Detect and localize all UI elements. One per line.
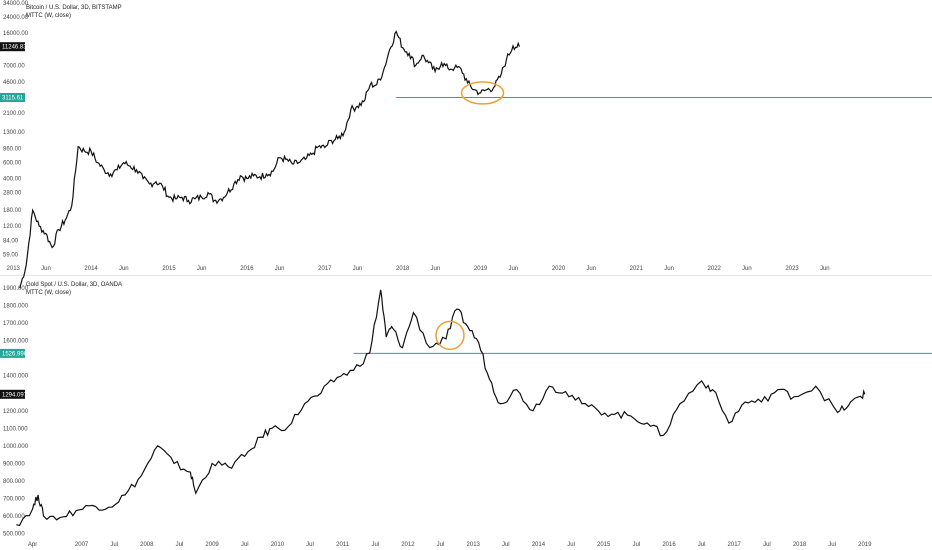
- x-tick-label: 2008: [140, 542, 154, 548]
- x-tick-label: Jul: [763, 542, 771, 548]
- btc-highlight-circle: [460, 81, 505, 105]
- y-tick-label: 4600.00: [3, 80, 25, 86]
- x-tick-label: 2020: [552, 266, 566, 272]
- gold-level-badge: [0, 348, 25, 358]
- y-tick-label: 800.000: [3, 479, 25, 485]
- y-tick-label: 860.00: [3, 146, 22, 152]
- x-tick-label: Jun: [197, 266, 207, 272]
- x-tick-label: Jul: [502, 542, 510, 548]
- gold-y-axis: 1900.000 1800.000 1700.000 1600.000 1400.000…: [3, 286, 29, 538]
- btc-level-label: 3115.61: [2, 96, 24, 102]
- y-tick-label: 280.00: [3, 191, 22, 197]
- y-tick-label: 84.00: [3, 238, 19, 244]
- y-tick-label: 180.00: [3, 208, 22, 214]
- x-tick-label: Jul: [241, 542, 249, 548]
- y-tick-label: 900.000: [3, 461, 25, 467]
- gold-pane: Gold Spot / U.S. Dollar, 3D, OANDA MTTC …: [0, 282, 932, 548]
- x-tick-label: 2022: [708, 266, 722, 272]
- gold-chart-subtitle: MTTC (W, close): [26, 290, 71, 296]
- x-tick-label: Jun: [41, 266, 51, 272]
- x-tick-label: 2009: [205, 542, 219, 548]
- y-tick-label: 7000.00: [3, 64, 25, 70]
- x-tick-label: Jul: [632, 542, 640, 548]
- y-tick-label: 1800.000: [3, 304, 29, 310]
- x-tick-label: 2019: [858, 542, 872, 548]
- x-tick-label: Jul: [306, 542, 314, 548]
- y-tick-label: 24000.00: [3, 15, 29, 21]
- btc-level-badge: [0, 93, 25, 102]
- y-tick-label: 2100.00: [3, 111, 25, 117]
- x-tick-label: Jul: [110, 542, 118, 548]
- x-tick-label: 2010: [271, 542, 285, 548]
- x-tick-label: 2013: [7, 266, 21, 272]
- y-tick-label: 120.00: [3, 224, 22, 230]
- x-tick-label: Jun: [820, 266, 830, 272]
- x-tick-label: 2014: [532, 542, 546, 548]
- y-tick-label: 600.000: [3, 514, 25, 520]
- gold-last-price-badge: [0, 389, 25, 399]
- x-tick-label: 2016: [662, 542, 676, 548]
- gold-price-line: [16, 289, 866, 527]
- y-tick-label: 1400.000: [3, 374, 29, 380]
- y-tick-label: 500.000: [3, 532, 25, 538]
- x-tick-label: Jun: [119, 266, 129, 272]
- x-tick-label: Jul: [437, 542, 445, 548]
- y-tick-label: 400.00: [3, 177, 22, 183]
- btc-pane: Bitcoin / U.S. Dollar, 3D, BITSTAMP MTTC…: [0, 1, 932, 289]
- x-tick-label: 2015: [162, 266, 176, 272]
- btc-last-price-badge: [0, 42, 25, 52]
- x-tick-label: Jun: [664, 266, 674, 272]
- x-tick-label: 2018: [396, 266, 410, 272]
- y-tick-label: 1200.000: [3, 409, 29, 415]
- gold-level-label: 1526.990: [2, 351, 28, 357]
- btc-chart-title: Bitcoin / U.S. Dollar, 3D, BITSTAMP: [26, 5, 122, 11]
- y-tick-label: 1900.000: [3, 286, 29, 292]
- btc-x-axis: 2013 Jun 2014 Jun 2015 Jun 2016 Jun 2017 Jun 2018 J…: [7, 266, 830, 272]
- x-tick-label: Jun: [508, 266, 518, 272]
- btc-chart-subtitle: MTTC (W, close): [26, 13, 71, 19]
- gold-x-axis: Apr 2007 Jul 2008 Jul 2009 Jul 2010 Jul 2011 Jul 20…: [28, 542, 872, 548]
- x-tick-label: Apr: [28, 542, 37, 548]
- gold-last-price-label: 1294.097: [2, 392, 28, 398]
- x-tick-label: Jul: [371, 542, 379, 548]
- x-tick-label: Jun: [586, 266, 596, 272]
- x-tick-label: Jul: [698, 542, 706, 548]
- x-tick-label: 2018: [793, 542, 807, 548]
- x-tick-label: 2021: [630, 266, 644, 272]
- btc-last-price-label: 11246.83: [2, 45, 27, 51]
- y-tick-label: 600.00: [3, 161, 22, 167]
- gold-chart-title: Gold Spot / U.S. Dollar, 3D, OANDA: [26, 282, 122, 288]
- btc-price-line: [19, 30, 521, 289]
- btc-y-axis: 34000.00 24000.00 16000.00 7000.00 4600.00 21…: [3, 1, 29, 258]
- x-tick-label: 2014: [84, 266, 98, 272]
- x-tick-label: 2013: [467, 542, 481, 548]
- y-tick-label: 1600.000: [3, 339, 29, 345]
- x-tick-label: 2007: [75, 542, 89, 548]
- y-tick-label: 34000.00: [3, 1, 29, 7]
- y-tick-label: 1300.00: [3, 130, 25, 136]
- x-tick-label: Jun: [431, 266, 441, 272]
- y-tick-label: 1700.000: [3, 321, 29, 327]
- x-tick-label: Jul: [828, 542, 836, 548]
- gold-highlight-circle: [435, 320, 465, 351]
- x-tick-label: 2019: [474, 266, 488, 272]
- x-tick-label: 2015: [597, 542, 611, 548]
- x-tick-label: Jun: [353, 266, 363, 272]
- x-tick-label: Jul: [567, 542, 575, 548]
- y-tick-label: 700.000: [3, 496, 25, 502]
- x-tick-label: 2016: [240, 266, 254, 272]
- x-tick-label: 2023: [785, 266, 799, 272]
- y-tick-label: 1000.000: [3, 444, 29, 450]
- y-tick-label: 59.00: [3, 252, 19, 258]
- x-tick-label: 2017: [318, 266, 332, 272]
- x-tick-label: Jun: [275, 266, 285, 272]
- y-tick-label: 1100.000: [3, 426, 28, 432]
- x-tick-label: 2011: [336, 542, 350, 548]
- x-tick-label: Jun: [742, 266, 752, 272]
- y-tick-label: 16000.00: [3, 31, 29, 37]
- x-tick-label: Jul: [176, 542, 184, 548]
- x-tick-label: 2012: [401, 542, 415, 548]
- x-tick-label: 2017: [728, 542, 742, 548]
